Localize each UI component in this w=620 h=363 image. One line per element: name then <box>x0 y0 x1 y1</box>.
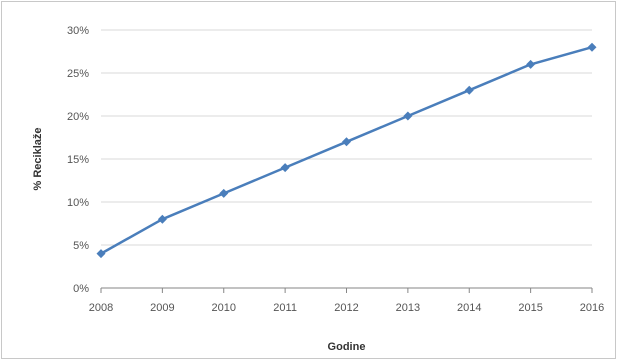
data-point-2008 <box>96 249 106 259</box>
y-tick-label: 10% <box>67 197 89 209</box>
x-tick-label: 2010 <box>212 302 236 314</box>
y-axis-ticks: 0% 5% 10% 15% 20% 25% 30% <box>67 25 89 295</box>
x-tick-label: 2009 <box>150 302 174 314</box>
y-tick-label: 15% <box>67 154 89 166</box>
y-tick-label: 5% <box>73 240 89 252</box>
x-tick-label: 2013 <box>396 302 420 314</box>
data-point-2015 <box>526 59 536 69</box>
x-tick-label: 2015 <box>518 302 542 314</box>
x-tick-label: 2011 <box>273 302 297 314</box>
data-point-2016 <box>587 42 597 52</box>
y-axis-title: % Reciklaže <box>32 128 44 191</box>
series-line <box>100 45 593 255</box>
data-point-2013 <box>403 111 413 121</box>
y-tick-label: 20% <box>67 111 89 123</box>
x-tick-label: 2014 <box>457 302 481 314</box>
x-axis-ticks: 2008 2009 2010 2011 2012 2013 2014 2015 2016 <box>89 288 604 314</box>
y-tick-label: 25% <box>67 68 89 80</box>
y-tick-label: 0% <box>73 283 89 295</box>
x-tick-label: 2016 <box>580 302 604 314</box>
gridlines <box>101 29 592 246</box>
chart-frame <box>1 1 616 359</box>
data-point-2012 <box>342 137 351 147</box>
data-point-2011 <box>280 163 290 173</box>
data-point-2014 <box>464 85 474 95</box>
series-group <box>96 42 597 259</box>
x-axis-title: Godine <box>328 341 366 353</box>
data-point-2010 <box>219 188 229 198</box>
y-tick-label: 30% <box>67 25 89 37</box>
data-point-2009 <box>157 214 167 224</box>
x-tick-label: 2012 <box>334 302 358 314</box>
x-tick-label: 2008 <box>89 302 113 314</box>
